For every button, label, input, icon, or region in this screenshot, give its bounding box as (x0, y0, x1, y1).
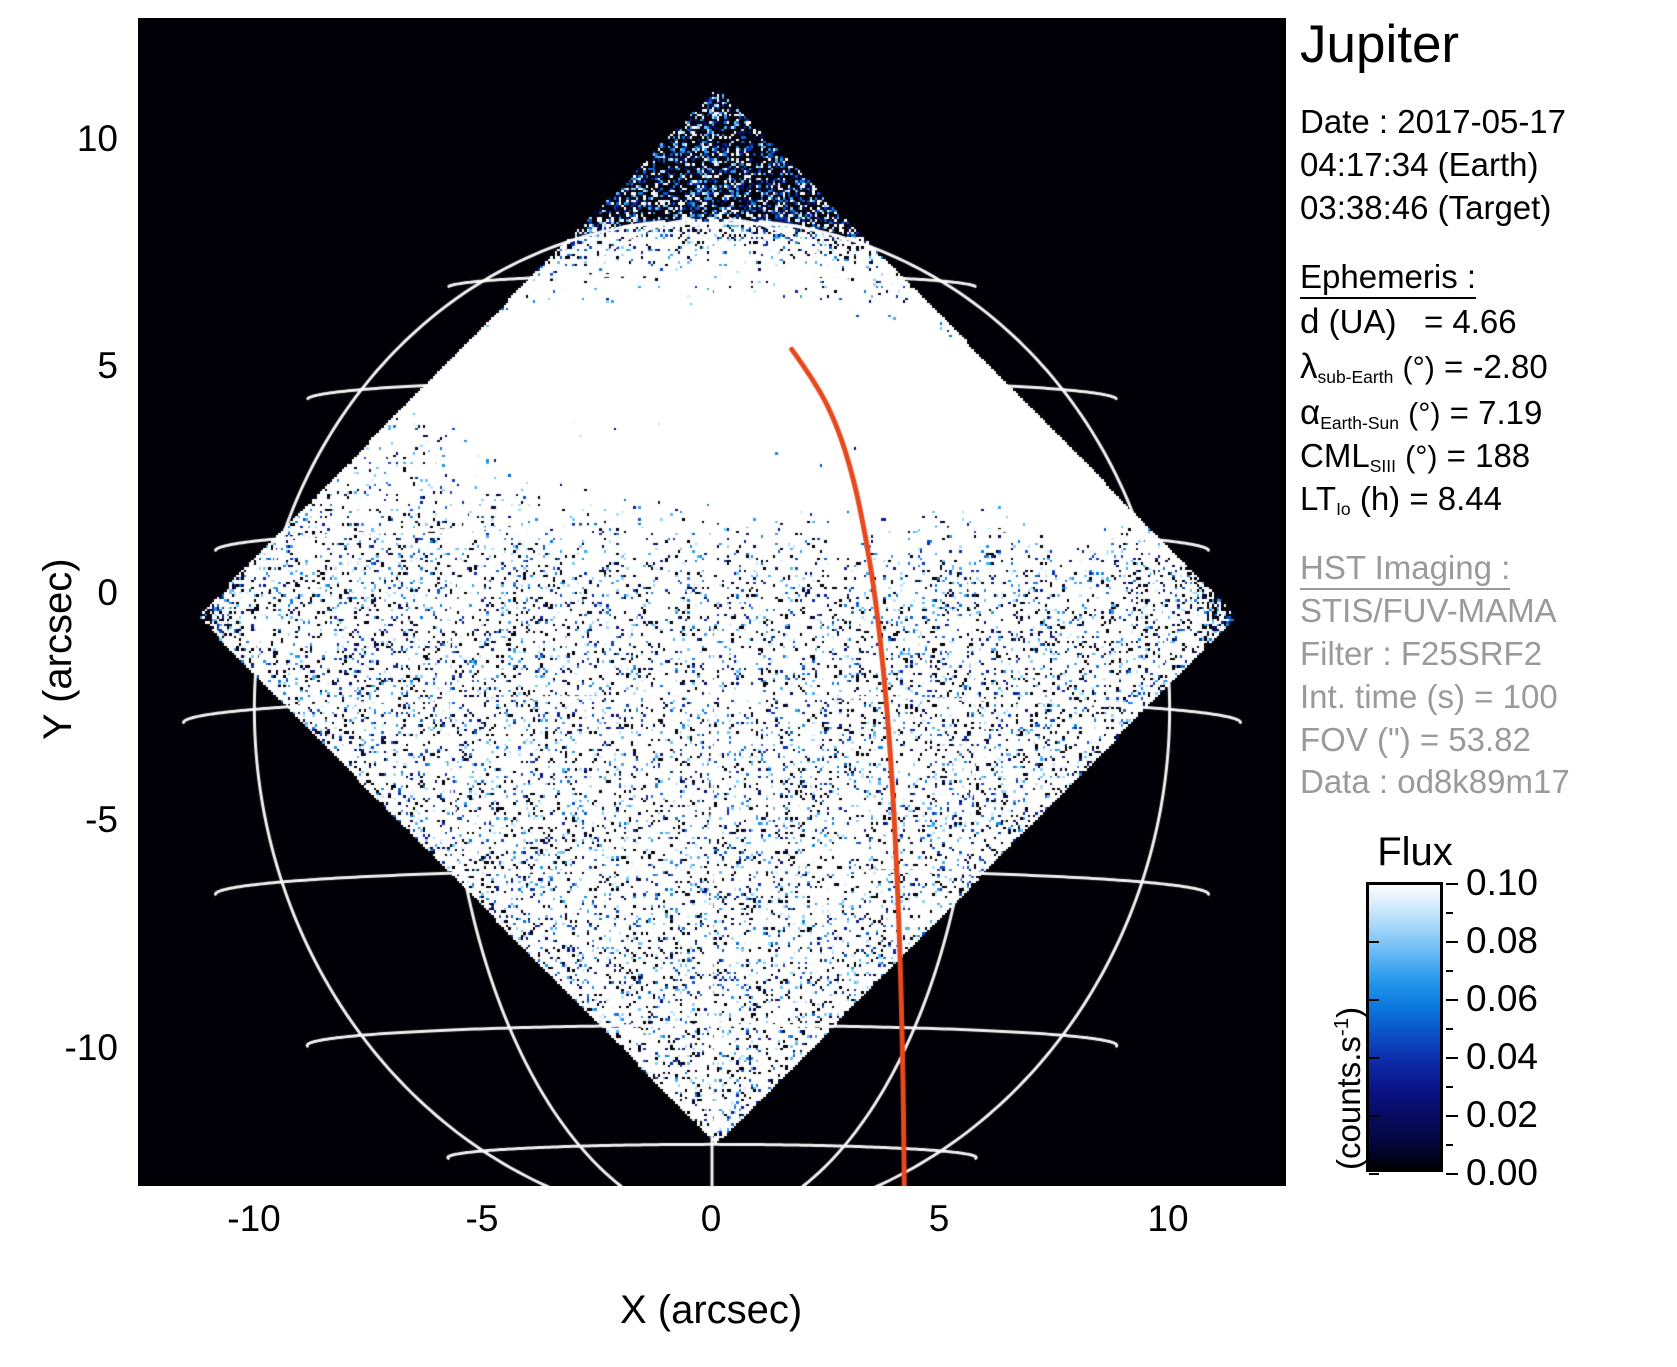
ephemeris-value: = -2.80 (1444, 348, 1548, 386)
colorbar-tick (1446, 941, 1458, 943)
x-tick-label: 5 (928, 1198, 950, 1239)
y-axis-title: Y (arcsec) (36, 558, 80, 740)
observation-date: Date : 2017-05-17 (1300, 103, 1567, 140)
target-name-title: Jupiter (1300, 15, 1460, 74)
colorbar-minor-tick (1446, 912, 1453, 914)
hst-imaging-section: HST Imaging : STIS/FUV-MAMA Filter : F25… (1300, 549, 1677, 804)
colorbar-title: Flux (1377, 830, 1453, 874)
ephemeris-unit: (°) (1402, 352, 1435, 386)
ephemeris-row-distance: d (UA) = 4.66 (1300, 299, 1677, 344)
ephemeris-subscript: SIII (1369, 455, 1396, 476)
colorbar-tick (1369, 1057, 1379, 1059)
x-tick-label: -10 (227, 1198, 281, 1239)
x-tick-label: 10 (1147, 1198, 1189, 1239)
ephemeris-unit: (°) (1405, 441, 1438, 475)
colorbar-tick (1446, 1173, 1458, 1175)
colorbar-tick-label: 0.02 (1466, 1094, 1539, 1135)
hst-imaging-heading: HST Imaging : (1300, 549, 1511, 590)
colorbar-tick (1446, 883, 1458, 885)
x-tick-label: -5 (465, 1198, 499, 1239)
ephemeris-value: = 7.19 (1449, 393, 1543, 431)
ephemeris-value: = 4.66 (1423, 302, 1517, 340)
hst-data-id: Data : od8k89m17 (1300, 763, 1570, 801)
ephemeris-row-sub-earth-latitude: λsub-Earth (°) = -2.80 (1300, 344, 1677, 389)
observation-time-target: 03:38:46 (Target) (1300, 188, 1552, 226)
aurora-image-plot (138, 18, 1286, 1186)
aurora-heatmap-canvas (138, 18, 1286, 1186)
colorbar-tick (1369, 999, 1379, 1001)
ephemeris-heading: Ephemeris : (1300, 258, 1477, 299)
colorbar-minor-tick (1446, 970, 1453, 972)
ephemeris-symbol: CML (1300, 437, 1370, 475)
ephemeris-value: = 188 (1446, 437, 1531, 475)
colorbar-axis-label-text: (counts.s (1330, 1036, 1367, 1170)
ephemeris-subscript: Io (1336, 498, 1351, 519)
colorbar-tick (1446, 1115, 1458, 1117)
ephemeris-row-cml: CMLSIII (°) = 188 (1300, 435, 1677, 478)
flux-colorbar: Flux 0.10 0.08 0.06 0.04 0.02 0.00 (coun… (1300, 830, 1677, 1210)
colorbar-axis-label-exponent: -1 (1330, 1017, 1353, 1037)
colorbar-minor-tick (1446, 1144, 1453, 1146)
y-tick-label: 10 (76, 118, 118, 159)
colorbar-tick-label: 0.08 (1466, 920, 1539, 961)
colorbar-minor-tick (1446, 1028, 1453, 1030)
colorbar-tick (1369, 883, 1379, 885)
ephemeris-value: = 8.44 (1409, 479, 1503, 517)
colorbar-axis-label: (counts.s-1) (1330, 1007, 1368, 1170)
colorbar-tick-label: 0.04 (1466, 1036, 1539, 1077)
x-tick-label: 0 (700, 1198, 722, 1239)
ephemeris-symbol: d (1300, 301, 1320, 341)
observation-time-earth: 04:17:34 (Earth) (1300, 145, 1539, 183)
colorbar-tick-label: 0.10 (1466, 862, 1539, 903)
observation-date-block: Date : 2017-05-17 04:17:34 (Earth) 03:38… (1300, 101, 1677, 230)
ephemeris-row-phase-angle: αEarth-Sun (°) = 7.19 (1300, 390, 1677, 435)
ephemeris-subscript: sub-Earth (1317, 367, 1394, 388)
ephemeris-symbol: α (1300, 392, 1321, 432)
y-tick-label: 0 (97, 572, 118, 613)
ephemeris-section: Ephemeris : d (UA) = 4.66 λsub-Earth (°)… (1300, 258, 1677, 521)
colorbar-axis-label-close: ) (1330, 1006, 1367, 1018)
ephemeris-unit: (h) (1359, 479, 1401, 517)
colorbar-gradient (1366, 882, 1443, 1172)
colorbar-tick-label: 0.00 (1466, 1152, 1539, 1193)
hst-integration-time: Int. time (s) = 100 (1300, 677, 1558, 715)
ephemeris-symbol: LT (1300, 479, 1337, 517)
y-tick-label: 5 (97, 345, 118, 386)
ephemeris-subscript: Earth-Sun (1320, 412, 1399, 433)
colorbar-tick (1446, 999, 1458, 1001)
y-tick-label: -10 (64, 1027, 118, 1068)
colorbar-tick (1369, 1115, 1379, 1117)
observation-info-panel: Jupiter Date : 2017-05-17 04:17:34 (Eart… (1300, 0, 1677, 800)
hst-filter: Filter : F25SRF2 (1300, 634, 1543, 672)
ephemeris-unit: (UA) (1328, 302, 1397, 340)
x-axis-title: X (arcsec) (620, 1288, 803, 1332)
colorbar-minor-tick (1446, 1086, 1453, 1088)
ephemeris-symbol: λ (1300, 347, 1318, 387)
colorbar-tick (1369, 941, 1379, 943)
colorbar-tick (1446, 1057, 1458, 1059)
colorbar-tick-label: 0.06 (1466, 978, 1539, 1019)
hst-field-of-view: FOV (") = 53.82 (1300, 720, 1531, 758)
hst-instrument: STIS/FUV-MAMA (1300, 591, 1557, 629)
ephemeris-unit: (°) (1408, 397, 1441, 431)
colorbar-tick (1369, 1173, 1379, 1175)
ephemeris-row-io-local-time: LTIo (h) = 8.44 (1300, 478, 1677, 521)
y-tick-label: -5 (85, 799, 118, 840)
